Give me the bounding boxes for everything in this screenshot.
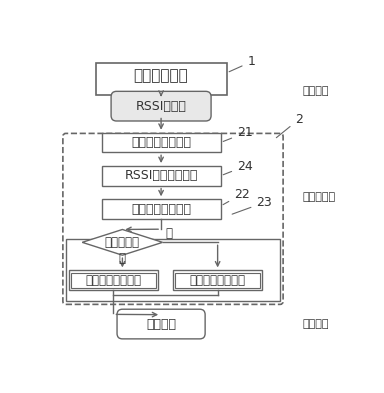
Text: 是: 是: [118, 252, 125, 265]
Bar: [71, 273, 156, 288]
Bar: [175, 273, 260, 288]
Text: 1: 1: [229, 55, 255, 72]
Text: 定位坐标: 定位坐标: [146, 318, 176, 331]
Text: 运动状态估计模块: 运动状态估计模块: [131, 202, 191, 215]
Bar: [66, 239, 280, 301]
Bar: [101, 166, 221, 185]
Text: 输入信息: 输入信息: [303, 86, 329, 96]
FancyBboxPatch shape: [117, 309, 205, 339]
Bar: [101, 133, 221, 152]
Text: 数据接收存储模块: 数据接收存储模块: [131, 136, 191, 149]
Text: 移动目标定位模块: 移动目标定位模块: [190, 274, 246, 286]
Text: RSSI数据包: RSSI数据包: [136, 100, 187, 113]
Text: RSSI数据分组模块: RSSI数据分组模块: [124, 169, 198, 182]
FancyBboxPatch shape: [111, 91, 211, 121]
Text: 否: 否: [166, 227, 172, 240]
Text: 静止目标定位模块: 静止目标定位模块: [86, 274, 141, 286]
Bar: [96, 63, 227, 95]
Bar: [101, 199, 221, 219]
Text: 无线传感节点: 无线传感节点: [134, 68, 189, 83]
Bar: [69, 270, 158, 290]
Text: 目标静止？: 目标静止？: [105, 236, 140, 249]
Text: 22: 22: [223, 187, 250, 205]
Text: 24: 24: [223, 160, 253, 175]
Text: 输出信息: 输出信息: [303, 319, 329, 329]
Text: 23: 23: [232, 196, 272, 214]
Text: 2: 2: [276, 113, 303, 138]
Text: 上位机软件: 上位机软件: [303, 192, 336, 202]
Text: 21: 21: [223, 127, 253, 141]
Polygon shape: [82, 230, 162, 255]
Bar: [173, 270, 262, 290]
